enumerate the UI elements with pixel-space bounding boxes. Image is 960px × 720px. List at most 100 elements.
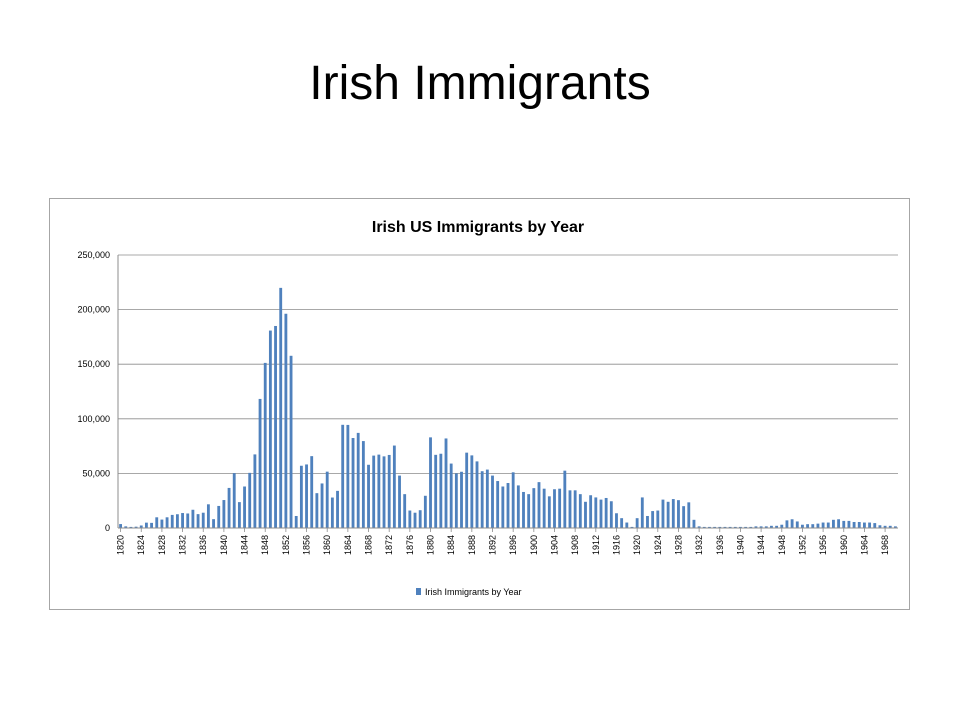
x-tick-label: 1960 xyxy=(839,535,849,555)
bar xyxy=(563,470,567,528)
bar xyxy=(578,494,582,528)
x-tick-label: 1940 xyxy=(735,535,745,555)
bar xyxy=(206,504,210,528)
bar xyxy=(821,522,825,528)
bar xyxy=(692,519,696,528)
y-tick-label: 0 xyxy=(105,523,110,533)
y-axis-tick-labels: 0 50,000 100,000 150,000 200,000 250,000 xyxy=(77,250,110,533)
x-tick-label: 1872 xyxy=(384,535,394,555)
bar xyxy=(491,475,494,528)
bar xyxy=(837,519,841,528)
x-axis-tick-labels: 1820 1824 1828 1832 1836 1840 1844 1848 1852 1856… xyxy=(116,535,891,555)
bar xyxy=(527,494,531,528)
bar xyxy=(423,495,427,528)
bar xyxy=(713,526,717,528)
bar xyxy=(842,520,846,528)
bar xyxy=(175,514,179,528)
bar xyxy=(454,473,458,528)
bar xyxy=(661,499,665,528)
bar xyxy=(305,464,308,528)
bar xyxy=(377,454,381,528)
bar xyxy=(186,513,190,528)
bar xyxy=(320,483,324,528)
bar xyxy=(630,526,634,528)
bar xyxy=(697,526,701,528)
x-tick-label: 1836 xyxy=(198,535,208,555)
x-tick-label: 1844 xyxy=(240,535,250,555)
bar xyxy=(155,517,159,528)
bar xyxy=(883,525,887,528)
bar xyxy=(852,521,856,528)
bar xyxy=(599,499,603,528)
bar xyxy=(759,526,763,528)
bar xyxy=(310,456,314,528)
bar xyxy=(790,519,794,528)
bar xyxy=(382,456,386,528)
bar xyxy=(604,497,608,528)
bar xyxy=(770,525,773,528)
bar xyxy=(553,489,556,528)
bar xyxy=(795,521,799,528)
bar xyxy=(119,524,123,528)
bar xyxy=(594,497,598,528)
bar xyxy=(196,514,200,528)
legend-label: Irish Immigrants by Year xyxy=(425,587,522,597)
bar xyxy=(702,526,706,528)
bar xyxy=(274,325,277,528)
bar xyxy=(191,509,195,528)
bar xyxy=(832,519,835,528)
bar xyxy=(139,525,143,528)
bar xyxy=(160,519,164,528)
legend: Irish Immigrants by Year xyxy=(416,587,522,597)
bar xyxy=(279,287,283,528)
x-tick-label: 1952 xyxy=(797,535,807,555)
bar xyxy=(666,501,670,528)
bar xyxy=(651,511,655,528)
bar xyxy=(496,481,500,528)
bar xyxy=(294,515,298,528)
bar xyxy=(584,501,587,528)
bar xyxy=(677,500,680,528)
bar xyxy=(522,491,525,528)
y-tick-label: 50,000 xyxy=(82,468,110,478)
bar xyxy=(573,490,577,528)
x-tick-label: 1928 xyxy=(673,535,683,555)
bar xyxy=(434,454,438,528)
bar-chart: Irish US Immigrants by Year 0 50,000 100,0… xyxy=(77,219,898,597)
y-tick-label: 100,000 xyxy=(77,414,110,424)
bar xyxy=(284,313,288,528)
bar xyxy=(243,486,246,528)
chart-frame: Irish US Immigrants by Year 0 50,000 100,0… xyxy=(49,198,910,610)
bar xyxy=(248,472,252,528)
bar xyxy=(537,482,541,528)
bar-series xyxy=(119,287,897,528)
bar xyxy=(682,506,686,528)
bar xyxy=(387,454,391,528)
bar xyxy=(671,499,675,528)
bar xyxy=(873,523,877,528)
bar xyxy=(299,465,303,528)
bar xyxy=(589,495,593,528)
bar xyxy=(811,524,815,528)
bar xyxy=(253,454,257,528)
bar xyxy=(413,512,417,528)
bar xyxy=(718,526,722,528)
x-tick-label: 1920 xyxy=(632,535,642,555)
bar xyxy=(785,520,789,528)
bar xyxy=(232,473,236,528)
bar xyxy=(888,525,892,528)
bar xyxy=(403,494,407,528)
bar xyxy=(780,524,784,528)
x-tick-label: 1868 xyxy=(364,535,374,555)
bar xyxy=(237,502,241,528)
x-tick-label: 1880 xyxy=(426,535,436,555)
bar xyxy=(263,362,267,528)
bar xyxy=(646,515,649,528)
bar xyxy=(367,464,370,528)
x-tick-label: 1884 xyxy=(446,535,456,555)
bar xyxy=(485,469,489,528)
axes xyxy=(117,255,898,532)
bar xyxy=(336,490,339,528)
bar xyxy=(480,471,484,528)
bar xyxy=(165,517,169,528)
